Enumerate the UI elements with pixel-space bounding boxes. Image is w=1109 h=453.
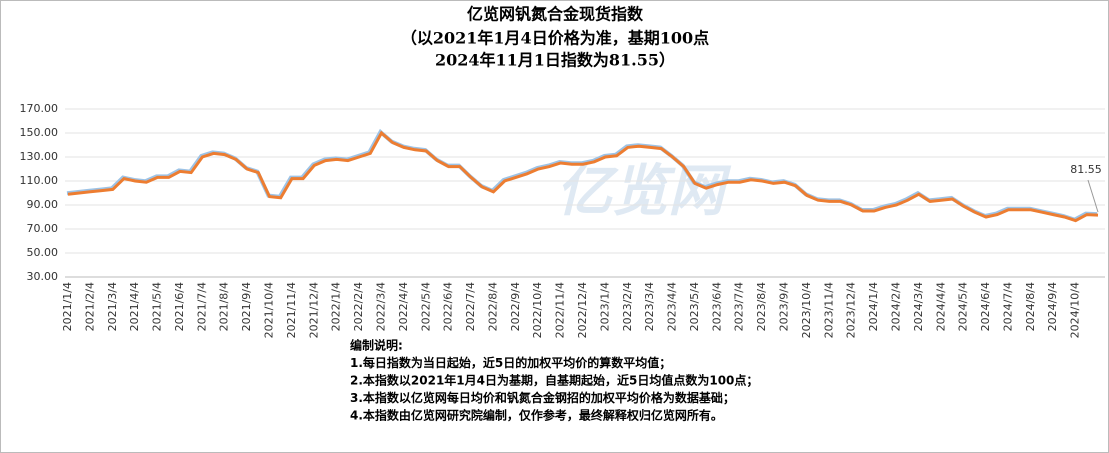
x-tick-label: 2021/5/4 <box>151 282 164 331</box>
x-tick-label: 2022/9/4 <box>509 282 522 331</box>
chart-title: 亿览网钒氮合金现货指数 <box>467 5 644 24</box>
note: 1.每日指数为当日起始，近5日的加权平均价的算数平均值； <box>350 355 671 370</box>
x-tick-label: 2021/9/4 <box>240 282 253 331</box>
y-tick-label: 150.00 <box>20 126 59 139</box>
x-tick-label: 2022/1/4 <box>330 282 343 331</box>
x-tick-label: 2021/8/4 <box>218 282 231 331</box>
x-tick-label: 2024/7/4 <box>1001 282 1014 331</box>
x-tick-label: 2024/4/4 <box>934 282 947 331</box>
x-tick-label: 2024/5/4 <box>957 282 970 331</box>
data-label: 81.55 <box>1070 163 1102 176</box>
chart-subtitle: 2024年11月1日指数为81.55） <box>435 51 675 70</box>
note: 3.本指数以亿览网每日均价和钒氮合金钢招的加权平均价格为数据基础； <box>350 390 735 405</box>
x-tick-label: 2022/6/4 <box>442 282 455 331</box>
x-tick-label: 2023/8/4 <box>755 282 768 331</box>
x-tick-label: 2021/7/4 <box>195 282 208 331</box>
x-tick-label: 2024/2/4 <box>889 282 902 331</box>
y-tick-label: 130.00 <box>20 150 59 163</box>
chart-subtitle: （以2021年1月4日价格为准，基期100点 <box>401 29 709 48</box>
watermark: 亿览网 <box>556 159 732 224</box>
x-tick-label: 2023/2/4 <box>621 282 634 331</box>
x-tick-label: 2023/3/4 <box>643 282 656 331</box>
x-tick-label: 2023/4/4 <box>666 282 679 331</box>
note: 4.本指数由亿览网研究院编制，仅作参考，最终解释权归亿览网所有。 <box>350 408 723 423</box>
x-tick-label: 2022/2/4 <box>352 282 365 331</box>
x-tick-label: 2021/10/4 <box>263 282 276 338</box>
x-tick-label: 2021/11/4 <box>285 282 298 338</box>
x-tick-label: 2021/4/4 <box>128 282 141 331</box>
y-tick-label: 90.00 <box>27 198 59 211</box>
x-tick-label: 2022/11/4 <box>554 282 567 338</box>
x-tick-label: 2023/12/4 <box>845 282 858 338</box>
x-tick-label: 2021/2/4 <box>83 282 96 331</box>
y-tick-label: 70.00 <box>27 222 59 235</box>
line <box>67 130 1099 223</box>
x-tick-label: 2022/10/4 <box>531 282 544 338</box>
x-tick-label: 2023/11/4 <box>822 282 835 338</box>
x-tick-label: 2022/8/4 <box>486 282 499 331</box>
y-tick-label: 110.00 <box>20 174 59 187</box>
x-tick-label: 2024/8/4 <box>1024 282 1037 331</box>
note: 2.本指数以2021年1月4日为基期，自基期起始，近5日均值点数为100点； <box>350 373 758 388</box>
x-tick-label: 2021/12/4 <box>307 282 320 338</box>
y-tick-label: 30.00 <box>27 270 59 283</box>
leader-line <box>1087 179 1099 213</box>
x-tick-label: 2024/10/4 <box>1069 282 1082 338</box>
x-tick-label: 2023/10/4 <box>800 282 813 338</box>
x-tick-label: 2023/9/4 <box>778 282 791 331</box>
x-tick-label: 2024/3/4 <box>912 282 925 331</box>
note: 编制说明: <box>349 338 403 353</box>
x-tick-label: 2024/9/4 <box>1046 282 1059 331</box>
y-tick-label: 50.00 <box>27 246 59 259</box>
x-tick-label: 2023/1/4 <box>598 282 611 331</box>
x-tick-label: 2022/3/4 <box>374 282 387 331</box>
x-tick-label: 2021/3/4 <box>106 282 119 331</box>
x-tick-label: 2024/1/4 <box>867 282 880 331</box>
x-tick-label: 2022/4/4 <box>397 282 410 331</box>
x-tick-label: 2023/7/4 <box>733 282 746 331</box>
x-tick-label: 2023/6/4 <box>710 282 723 331</box>
x-tick-label: 2024/6/4 <box>979 282 992 331</box>
x-tick-label: 2021/1/4 <box>61 282 74 331</box>
y-tick-label: 170.00 <box>20 102 59 115</box>
x-tick-label: 2022/12/4 <box>576 282 589 338</box>
x-tick-label: 2022/5/4 <box>419 282 432 331</box>
x-tick-label: 2021/6/4 <box>173 282 186 331</box>
x-tick-label: 2023/5/4 <box>688 282 701 331</box>
x-tick-label: 2022/7/4 <box>464 282 477 331</box>
